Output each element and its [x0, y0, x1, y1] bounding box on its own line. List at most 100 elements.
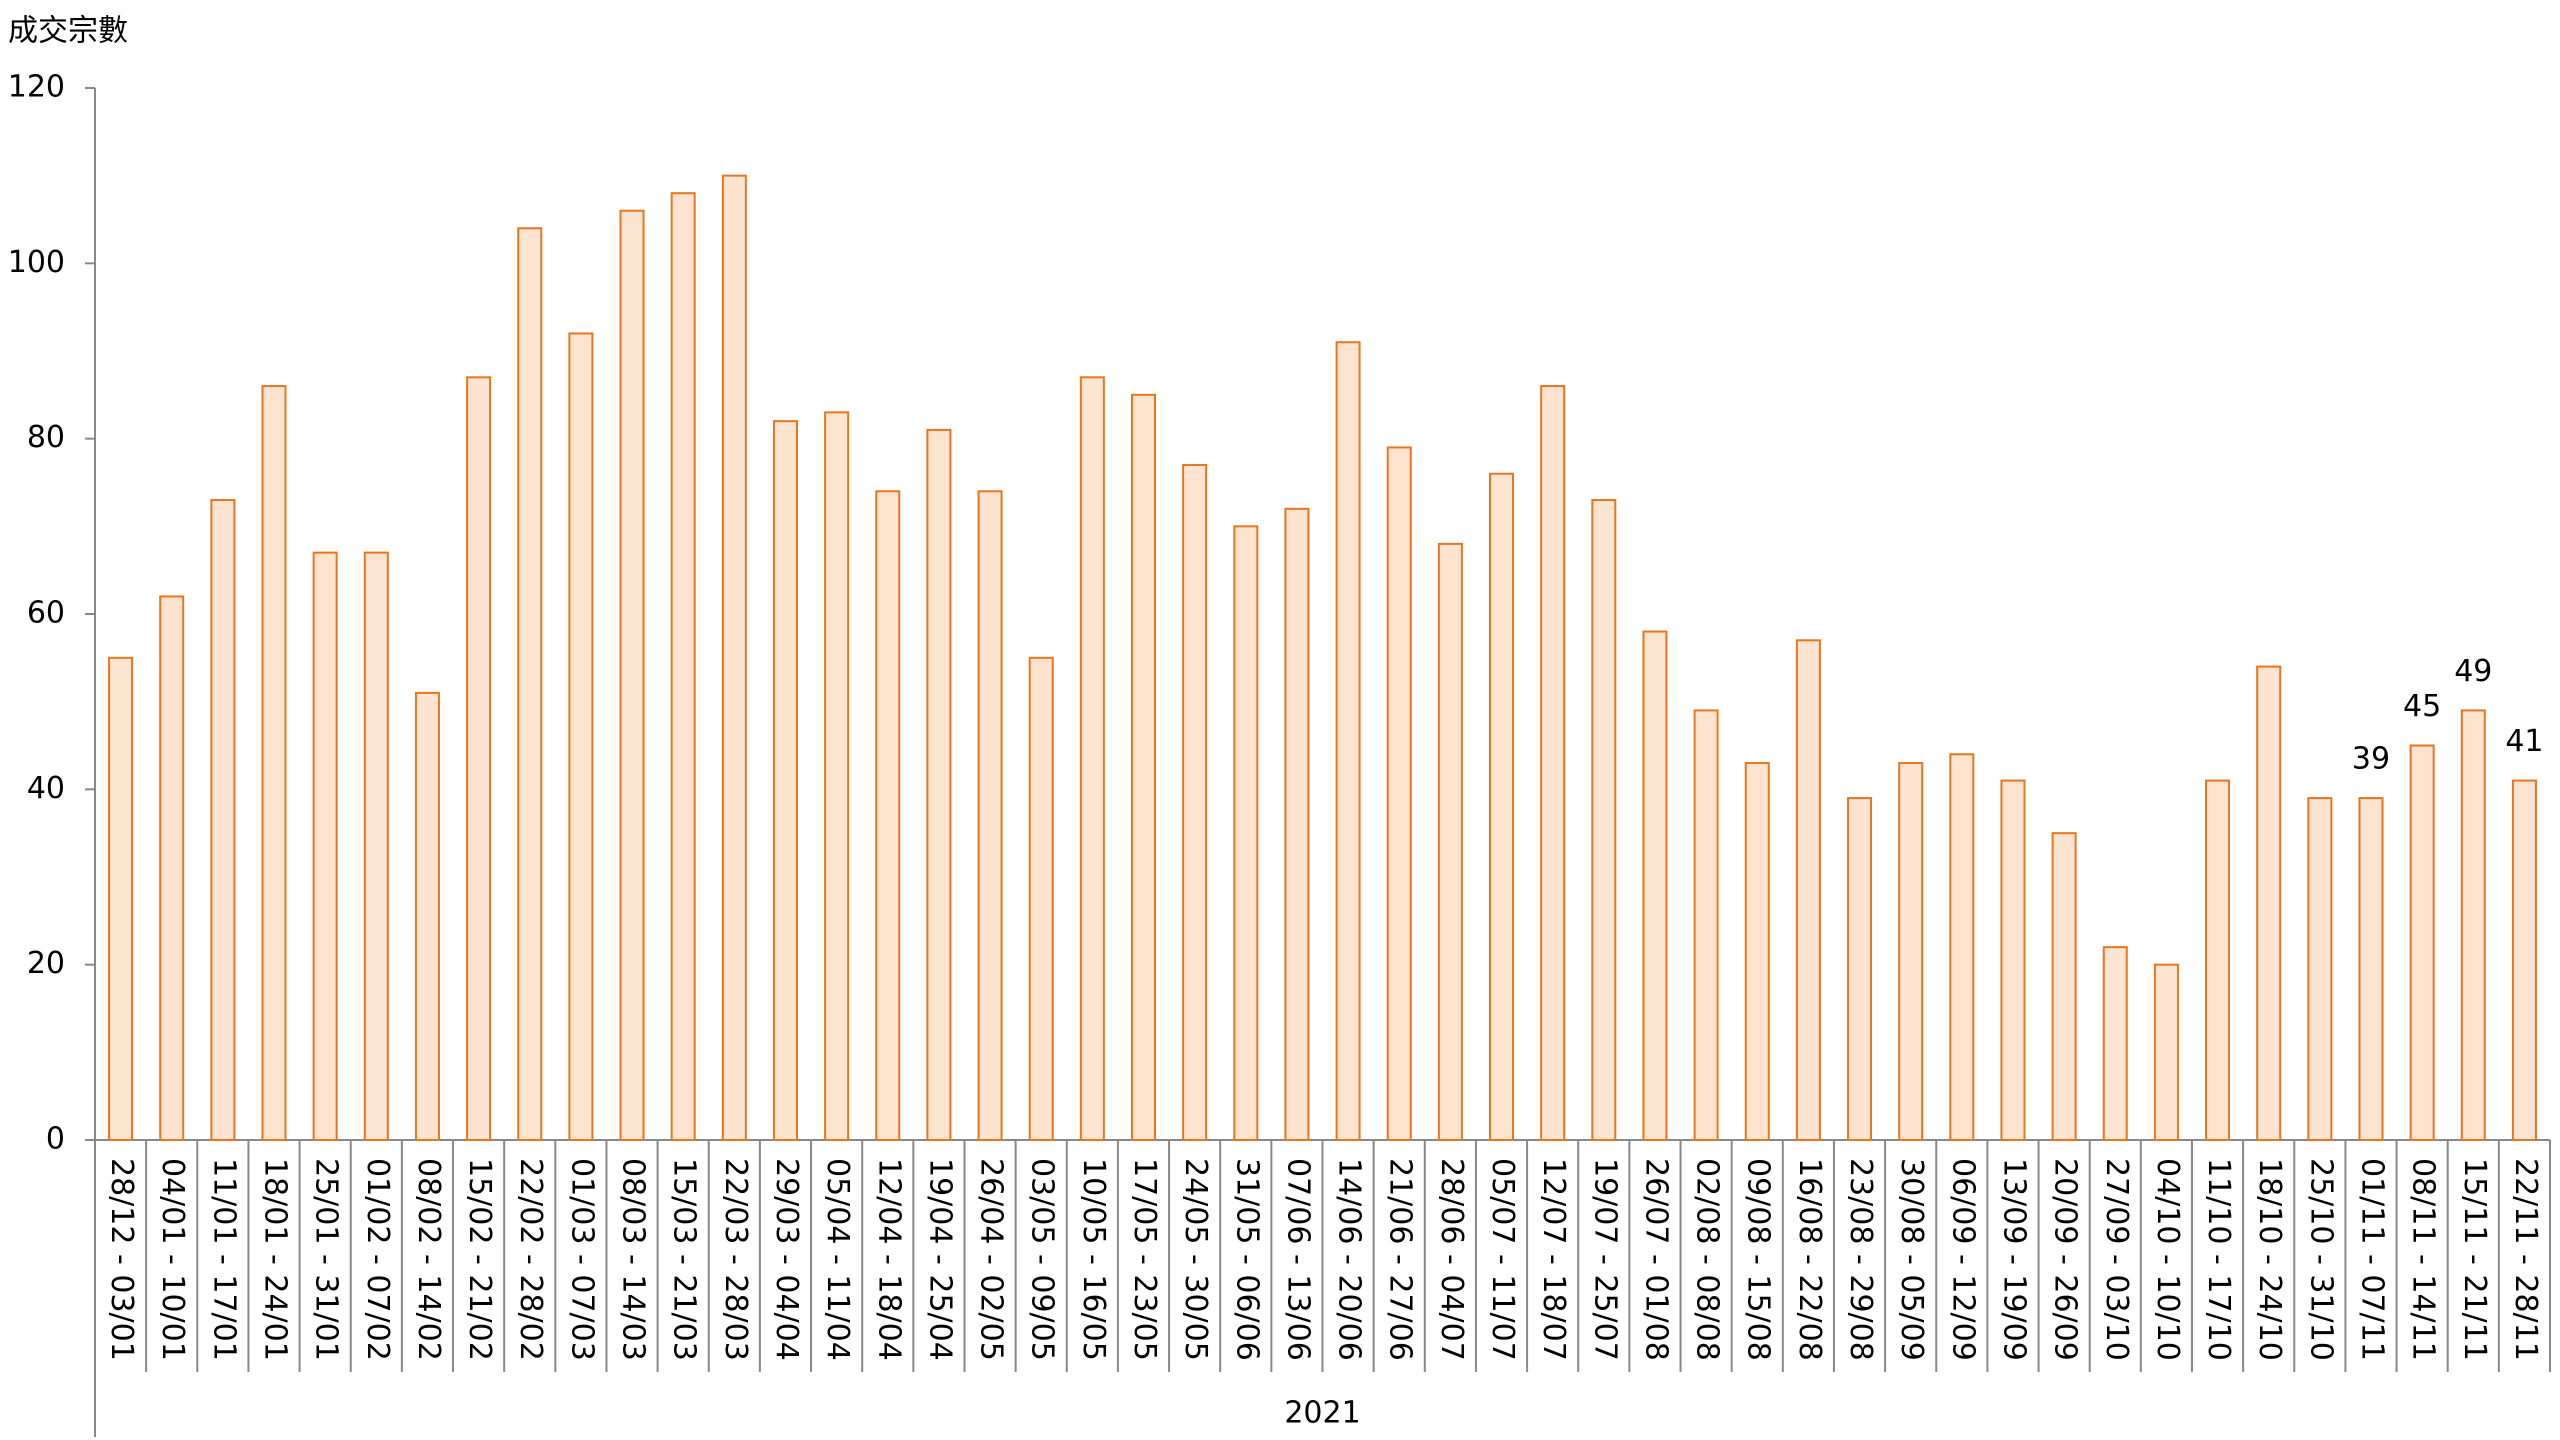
x-tick-label: 07/06 - 13/06: [1280, 1158, 1315, 1361]
bar: [1335, 341, 1361, 1141]
bar: [1130, 393, 1156, 1142]
bar: [312, 551, 338, 1141]
x-tick-label: 08/11 - 14/11: [2406, 1158, 2441, 1361]
x-tick-label: 15/11 - 21/11: [2457, 1158, 2492, 1361]
y-tick-label: 40: [27, 771, 65, 806]
y-tick-label: 0: [46, 1122, 65, 1157]
x-tick-label: 22/02 - 28/02: [513, 1158, 548, 1361]
x-tick-label: 02/08 - 08/08: [1690, 1158, 1725, 1361]
bar: [1949, 753, 1975, 1141]
x-tick-label: 22/11 - 28/11: [2508, 1158, 2543, 1361]
x-tick-label: 17/05 - 23/05: [1127, 1158, 1162, 1361]
bar: [824, 411, 850, 1142]
x-tick-label: 04/10 - 10/10: [2150, 1158, 2185, 1361]
data-label: 45: [2403, 689, 2441, 724]
y-tick-label: 60: [27, 596, 65, 631]
x-tick-label: 19/04 - 25/04: [922, 1158, 957, 1361]
x-tick-label: 27/09 - 03/10: [2099, 1158, 2134, 1361]
y-tick-label: 100: [8, 245, 65, 280]
x-tick-label: 18/10 - 24/10: [2252, 1158, 2287, 1361]
data-label: 39: [2352, 742, 2390, 777]
x-tick-label: 01/11 - 07/11: [2354, 1158, 2389, 1361]
bar: [1233, 525, 1259, 1141]
bar: [2205, 779, 2231, 1141]
x-tick-label: 08/02 - 14/02: [411, 1158, 446, 1361]
bar: [1437, 542, 1463, 1141]
x-tick-label: 28/12 - 03/01: [104, 1158, 139, 1361]
bar: [414, 691, 440, 1142]
bar: [466, 376, 492, 1141]
data-label: 41: [2505, 724, 2543, 759]
x-tick-label: 04/01 - 10/01: [155, 1158, 190, 1361]
bar: [721, 174, 747, 1141]
x-tick-label: 26/07 - 01/08: [1638, 1158, 1673, 1361]
x-tick-label: 28/06 - 04/07: [1434, 1158, 1469, 1361]
bar: [1489, 472, 1515, 1141]
bar: [1079, 376, 1105, 1141]
bar: [1847, 797, 1873, 1141]
bar: [619, 209, 645, 1141]
bar: [1540, 385, 1566, 1142]
x-tick-label: 05/07 - 11/07: [1485, 1158, 1520, 1361]
x-tick-label: 01/02 - 07/02: [360, 1158, 395, 1361]
x-tick-label: 15/02 - 21/02: [462, 1158, 497, 1361]
x-tick-label: 08/03 - 14/03: [616, 1158, 651, 1361]
bar: [875, 490, 901, 1141]
bar: [363, 551, 389, 1141]
y-tick-label: 20: [27, 946, 65, 981]
bar: [772, 420, 798, 1141]
bar: [2511, 779, 2537, 1141]
x-tick-label: 24/05 - 30/05: [1178, 1158, 1213, 1361]
bar: [1693, 709, 1719, 1142]
y-axis-label: 成交宗數: [8, 14, 128, 49]
x-tick-label: 22/03 - 28/03: [718, 1158, 753, 1361]
x-tick-label: 12/04 - 18/04: [871, 1158, 906, 1361]
bar: [2307, 797, 2333, 1141]
bar: [926, 428, 952, 1141]
bar: [108, 656, 134, 1141]
bar: [1182, 463, 1208, 1141]
x-tick-label: 05/04 - 11/04: [820, 1158, 855, 1361]
bar: [2153, 963, 2179, 1142]
x-tick-label: 09/08 - 15/08: [1741, 1158, 1776, 1361]
bar: [2460, 709, 2486, 1142]
x-tick-label: 12/07 - 18/07: [1536, 1158, 1571, 1361]
x-tick-label: 03/05 - 09/05: [1025, 1158, 1060, 1361]
x-tick-label: 06/09 - 12/09: [1945, 1158, 1980, 1361]
x-tick-label: 23/08 - 29/08: [1843, 1158, 1878, 1361]
bar: [2358, 797, 2384, 1141]
x-tick-label: 10/05 - 16/05: [1076, 1158, 1111, 1361]
x-tick-label: 11/01 - 17/01: [206, 1158, 241, 1361]
bar: [517, 227, 543, 1141]
bar: [2409, 744, 2435, 1141]
x-tick-label: 16/08 - 22/08: [1792, 1158, 1827, 1361]
bar: [2051, 832, 2077, 1142]
y-tick-label: 120: [8, 70, 65, 105]
bar: [261, 385, 287, 1142]
bar: [1795, 639, 1821, 1141]
x-tick-label: 29/03 - 04/04: [769, 1158, 804, 1361]
x-tick-label: 21/06 - 27/06: [1383, 1158, 1418, 1361]
bar: [1028, 656, 1054, 1141]
x-tick-label: 14/06 - 20/06: [1332, 1158, 1367, 1361]
data-label: 49: [2454, 654, 2492, 689]
x-tick-label: 30/08 - 05/09: [1894, 1158, 1929, 1361]
x-tick-label: 13/09 - 19/09: [1996, 1158, 2031, 1361]
bar: [2102, 946, 2128, 1142]
x-tick-label: 11/10 - 17/10: [2201, 1158, 2236, 1361]
bar: [1284, 507, 1310, 1141]
x-tick-label: 19/07 - 25/07: [1587, 1158, 1622, 1361]
bar: [1898, 762, 1924, 1141]
x-tick-label: 20/09 - 26/09: [2048, 1158, 2083, 1361]
x-tick-label: 01/03 - 07/03: [564, 1158, 599, 1361]
x-tick-label: 15/03 - 21/03: [667, 1158, 702, 1361]
bar: [1591, 499, 1617, 1141]
x-tick-label: 25/01 - 31/01: [309, 1158, 344, 1361]
bar: [1386, 446, 1412, 1141]
bar: [977, 490, 1003, 1141]
group-label: 2021: [1284, 1396, 1360, 1431]
bar: [159, 595, 185, 1141]
bar: [210, 499, 236, 1141]
